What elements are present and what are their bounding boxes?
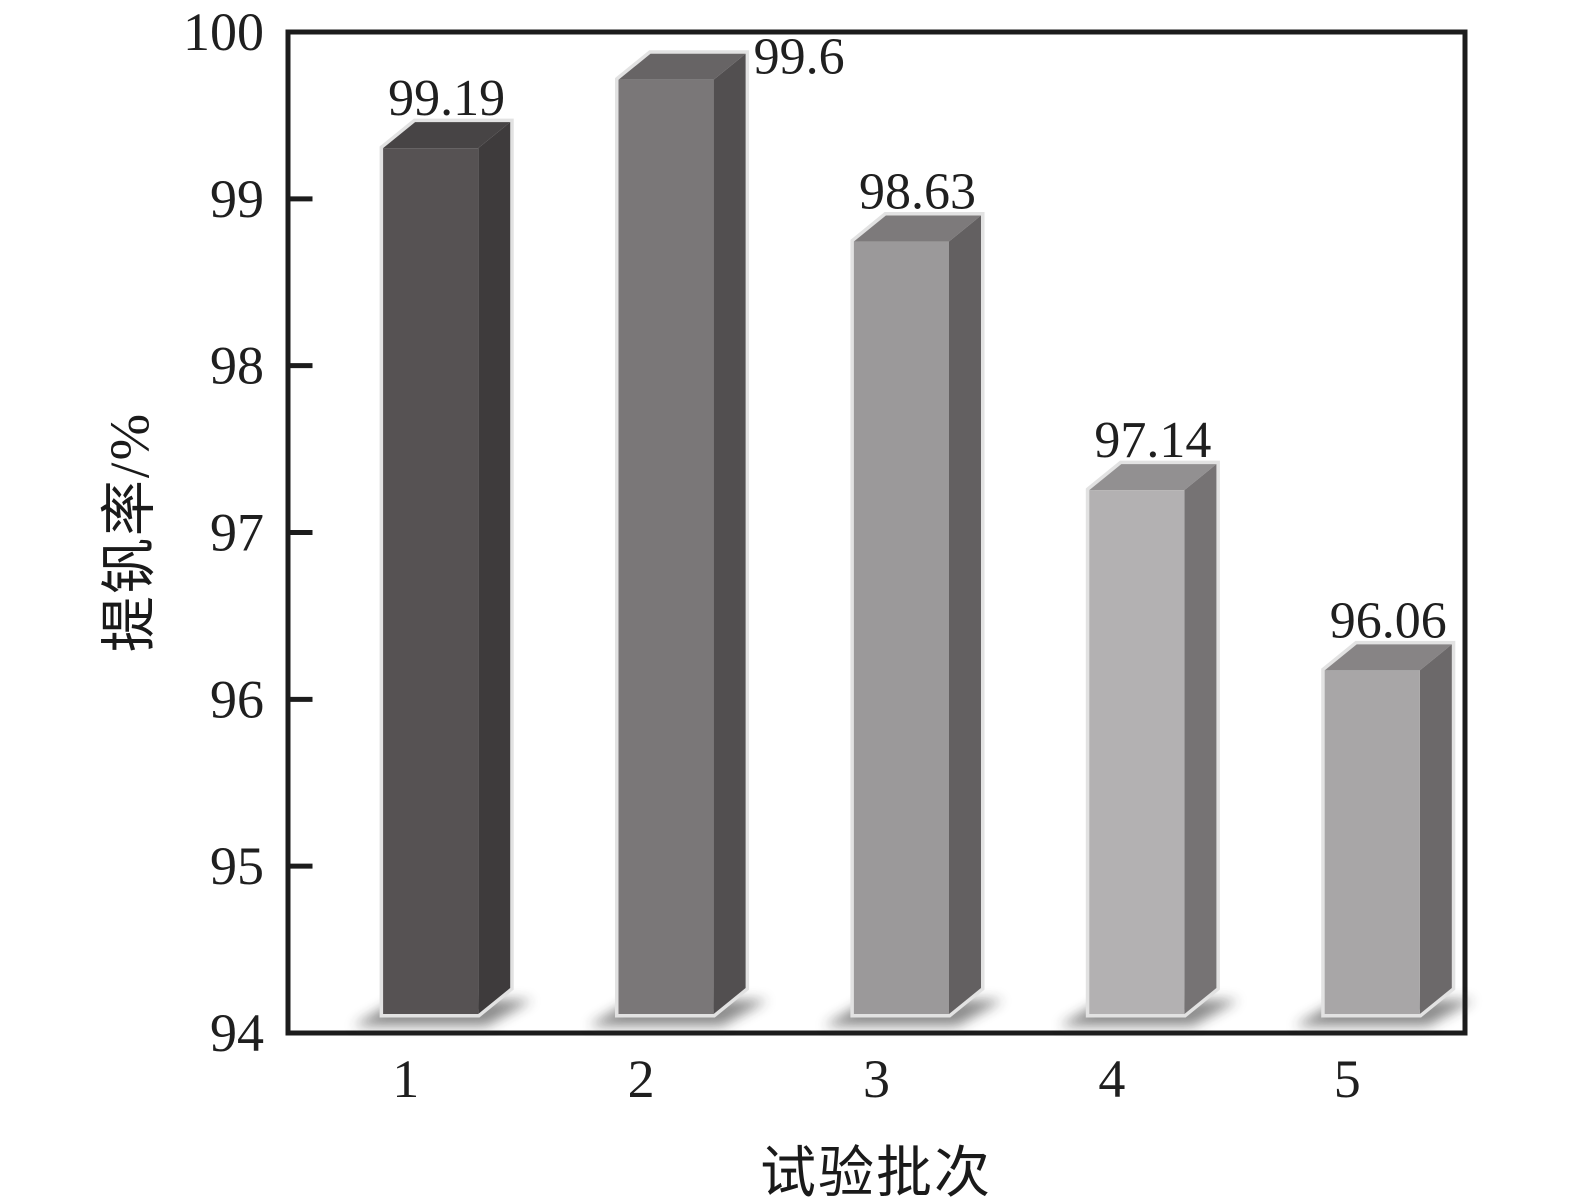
bar-value-label: 99.6	[754, 29, 845, 86]
bar-side-face	[478, 122, 511, 1014]
y-tick-label: 94	[210, 1003, 264, 1063]
bar-front-face	[618, 79, 714, 1014]
bar-side-face	[949, 215, 982, 1015]
x-tick-label: 2	[628, 1049, 655, 1109]
bar-value-label: 99.19	[388, 70, 505, 127]
bar-side-face	[713, 53, 746, 1014]
bar-value-label: 96.06	[1330, 592, 1447, 649]
bar-side-face	[1419, 644, 1452, 1014]
y-tick-label: 97	[210, 503, 264, 563]
bar-top-face	[383, 122, 511, 149]
y-tick-label: 95	[210, 836, 264, 896]
x-tick-label: 1	[392, 1049, 419, 1109]
y-tick-label: 99	[210, 169, 264, 229]
bar-top-face	[618, 53, 746, 80]
x-tick-label: 3	[863, 1049, 890, 1109]
y-tick-label: 96	[210, 669, 264, 729]
bar-front-face	[383, 148, 479, 1014]
bar-value-label: 97.14	[1094, 412, 1211, 469]
x-tick-label: 4	[1098, 1049, 1125, 1109]
bar-front-face	[1324, 670, 1420, 1014]
y-tick-label: 98	[210, 336, 264, 396]
bar-top-face	[1324, 644, 1452, 671]
x-tick-label: 5	[1334, 1049, 1361, 1109]
bar-value-label: 98.63	[859, 164, 976, 221]
y-axis-title: 提钒率/%	[99, 411, 162, 653]
bar-top-face	[853, 215, 982, 242]
bar-front-face	[853, 241, 950, 1015]
x-axis-title: 试验批次	[760, 1143, 992, 1199]
y-tick-label: 100	[183, 2, 264, 62]
bar-top-face	[1089, 464, 1217, 491]
plot-frame	[285, 29, 1468, 1036]
bar-front-face	[1089, 490, 1185, 1015]
bar-side-face	[1184, 464, 1217, 1015]
